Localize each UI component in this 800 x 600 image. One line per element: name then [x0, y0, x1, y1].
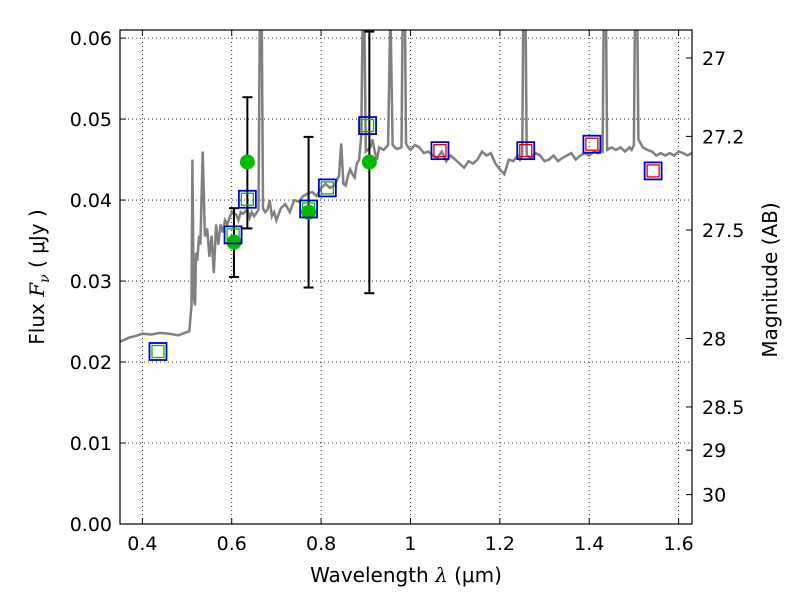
x-axis-label: Wavelength λ (μm): [310, 563, 502, 587]
y-tick-label: 0.04: [70, 190, 112, 212]
x-tick-label: 0.4: [127, 533, 157, 555]
band-marker: [582, 134, 602, 154]
x-tick-label: 1.2: [485, 533, 515, 555]
y-tick-label: 0.00: [70, 514, 112, 536]
x-tick-label: 0.8: [306, 533, 336, 555]
y-tick-label: 0.02: [70, 352, 112, 374]
band-marker-inner: [585, 137, 599, 151]
y2-tick-label: 28: [702, 328, 726, 350]
band-marker: [223, 225, 243, 245]
band-marker: [430, 141, 450, 161]
band-marker: [358, 116, 377, 135]
observed-points: [226, 154, 377, 250]
band-marker: [148, 342, 168, 361]
band-marker-inner: [301, 202, 316, 216]
model-spectrum-line: [120, 30, 692, 343]
band-marker-inner: [519, 144, 533, 158]
model-band-markers: [148, 116, 663, 361]
y-tick-label: 0.06: [70, 28, 112, 50]
band-marker: [299, 199, 318, 219]
band-marker-inner: [433, 144, 447, 158]
x-tick-label: 0.6: [217, 533, 247, 555]
x-ticks: 0.4 0.6 0.8 1 1.2 1.4 1.6: [127, 30, 694, 555]
observed-point: [301, 204, 317, 220]
y-tick-label: 0.01: [70, 433, 112, 455]
y2-tick-label: 27: [702, 48, 726, 70]
band-marker: [516, 141, 536, 161]
y2-ticks: 27 27.2 27.5 28 28.5 29 30: [686, 48, 744, 507]
y2-tick-label: 27.5: [702, 220, 744, 242]
band-marker-inner: [646, 164, 660, 178]
y-axis-label: Flux Fν ( μJy ): [25, 209, 53, 344]
band-marker: [317, 178, 337, 198]
band-marker: [237, 189, 257, 209]
band-marker-inner: [320, 181, 335, 195]
y-ticks: 0.00 0.01 0.02 0.03 0.04 0.05 0.06: [70, 28, 126, 536]
y-tick-label: 0.03: [70, 271, 112, 293]
y2-tick-label: 30: [702, 485, 726, 507]
y2-tick-label: 27.2: [702, 126, 744, 148]
observed-point: [226, 234, 242, 250]
observed-point: [239, 154, 255, 170]
band-marker-inner: [240, 192, 255, 206]
y-tick-label: 0.05: [70, 109, 112, 131]
band-marker-inner: [151, 344, 165, 359]
band-marker-inner: [360, 118, 375, 133]
band-marker-inner: [226, 228, 240, 242]
observed-point: [361, 154, 377, 170]
y2-tick-label: 28.5: [702, 397, 744, 419]
x-tick-label: 1.6: [663, 533, 693, 555]
plot-frame: [119, 29, 693, 525]
x-tick-label: 1: [404, 533, 416, 555]
band-marker: [643, 161, 663, 181]
y2-axis-label: Magnitude (AB): [758, 202, 782, 357]
y2-tick-label: 29: [702, 440, 726, 462]
x-tick-label: 1.4: [574, 533, 604, 555]
